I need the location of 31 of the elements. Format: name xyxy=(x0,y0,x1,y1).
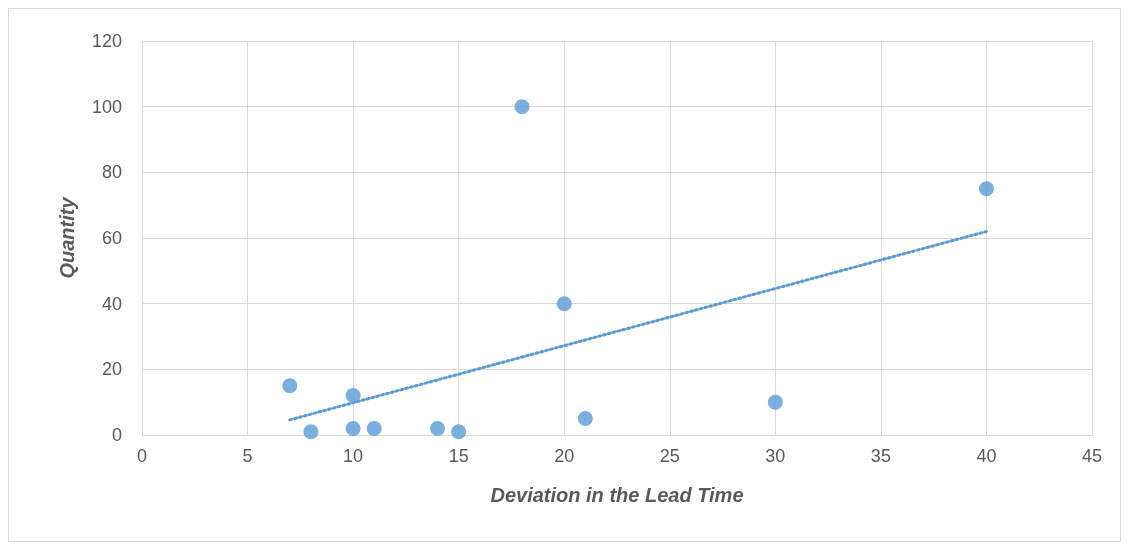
x-tick-label: 35 xyxy=(870,446,891,466)
point xyxy=(345,388,361,404)
x-tick-label: 10 xyxy=(343,446,364,466)
point xyxy=(366,420,382,436)
y-tick-label: 100 xyxy=(91,96,122,117)
point xyxy=(514,99,530,115)
point xyxy=(345,420,361,436)
x-tick-label: 25 xyxy=(659,446,680,466)
y-tick-label: 20 xyxy=(101,359,122,380)
y-tick-label: 120 xyxy=(91,31,122,51)
point xyxy=(767,394,783,410)
y-tick-label: 60 xyxy=(101,228,122,248)
y-axis-title: Quantity xyxy=(56,196,78,279)
x-tick-label: 5 xyxy=(242,446,253,466)
point xyxy=(577,411,593,427)
x-tick-label: 30 xyxy=(765,446,786,466)
y-tick-label: 40 xyxy=(101,293,122,314)
x-tick-label: 0 xyxy=(136,446,148,466)
point xyxy=(978,181,994,197)
point xyxy=(556,296,572,312)
x-tick-label: 40 xyxy=(976,446,997,466)
y-tick-label: 0 xyxy=(111,425,122,445)
point xyxy=(303,424,319,440)
x-tick-label: 45 xyxy=(1081,446,1103,466)
point xyxy=(430,420,446,436)
x-axis-title: Deviation in the Lead Time xyxy=(490,484,744,506)
point xyxy=(282,378,298,394)
point xyxy=(451,424,467,440)
y-tick-label: 80 xyxy=(101,162,122,183)
x-tick-label: 15 xyxy=(448,446,469,466)
x-tick-label: 20 xyxy=(554,446,575,466)
